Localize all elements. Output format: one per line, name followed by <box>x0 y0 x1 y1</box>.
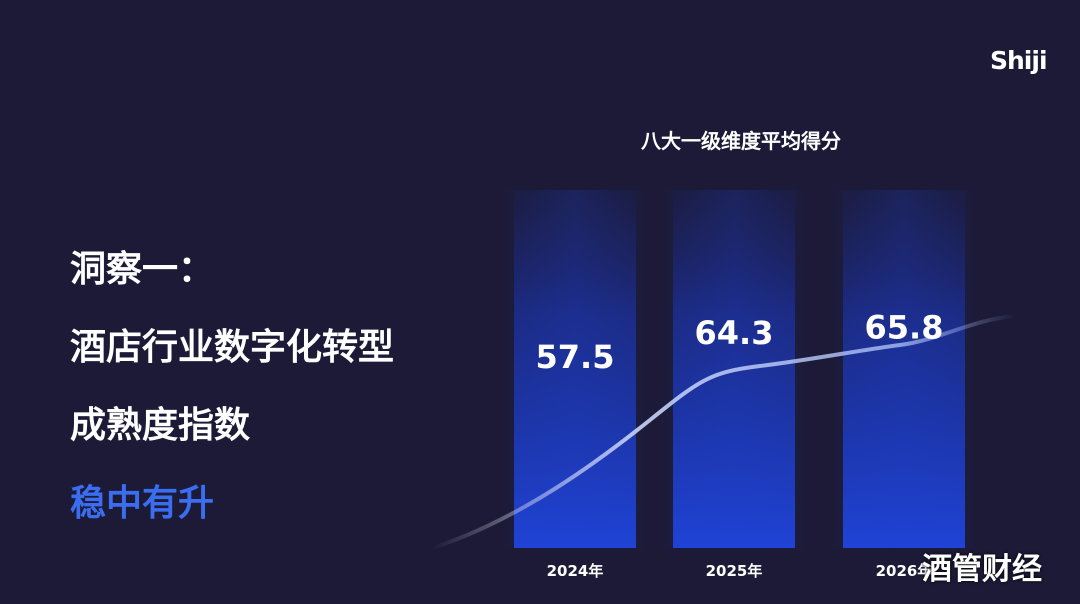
bar-2026年 <box>843 190 965 548</box>
headline-insight-label: 洞察一： <box>70 249 215 290</box>
x-tick-label: 2024年 <box>547 562 604 580</box>
watermark-text: 酒管财经 <box>922 552 1042 587</box>
headline-subtopic: 成熟度指数 <box>70 405 251 446</box>
bar-2024年 <box>514 190 636 548</box>
trend-line <box>430 314 1017 550</box>
headline-conclusion: 稳中有升 <box>70 483 215 524</box>
value-label: 65.8 <box>865 308 944 346</box>
value-label: 64.3 <box>695 314 774 352</box>
value-label: 57.5 <box>536 338 615 376</box>
headline-topic: 酒店行业数字化转型 <box>70 327 395 368</box>
shiji-logo: Shiji <box>990 46 1048 75</box>
chart-title: 八大一级维度平均得分 <box>641 129 841 153</box>
x-tick-label: 2026年 <box>876 562 933 580</box>
x-tick-label: 2025年 <box>706 562 763 580</box>
